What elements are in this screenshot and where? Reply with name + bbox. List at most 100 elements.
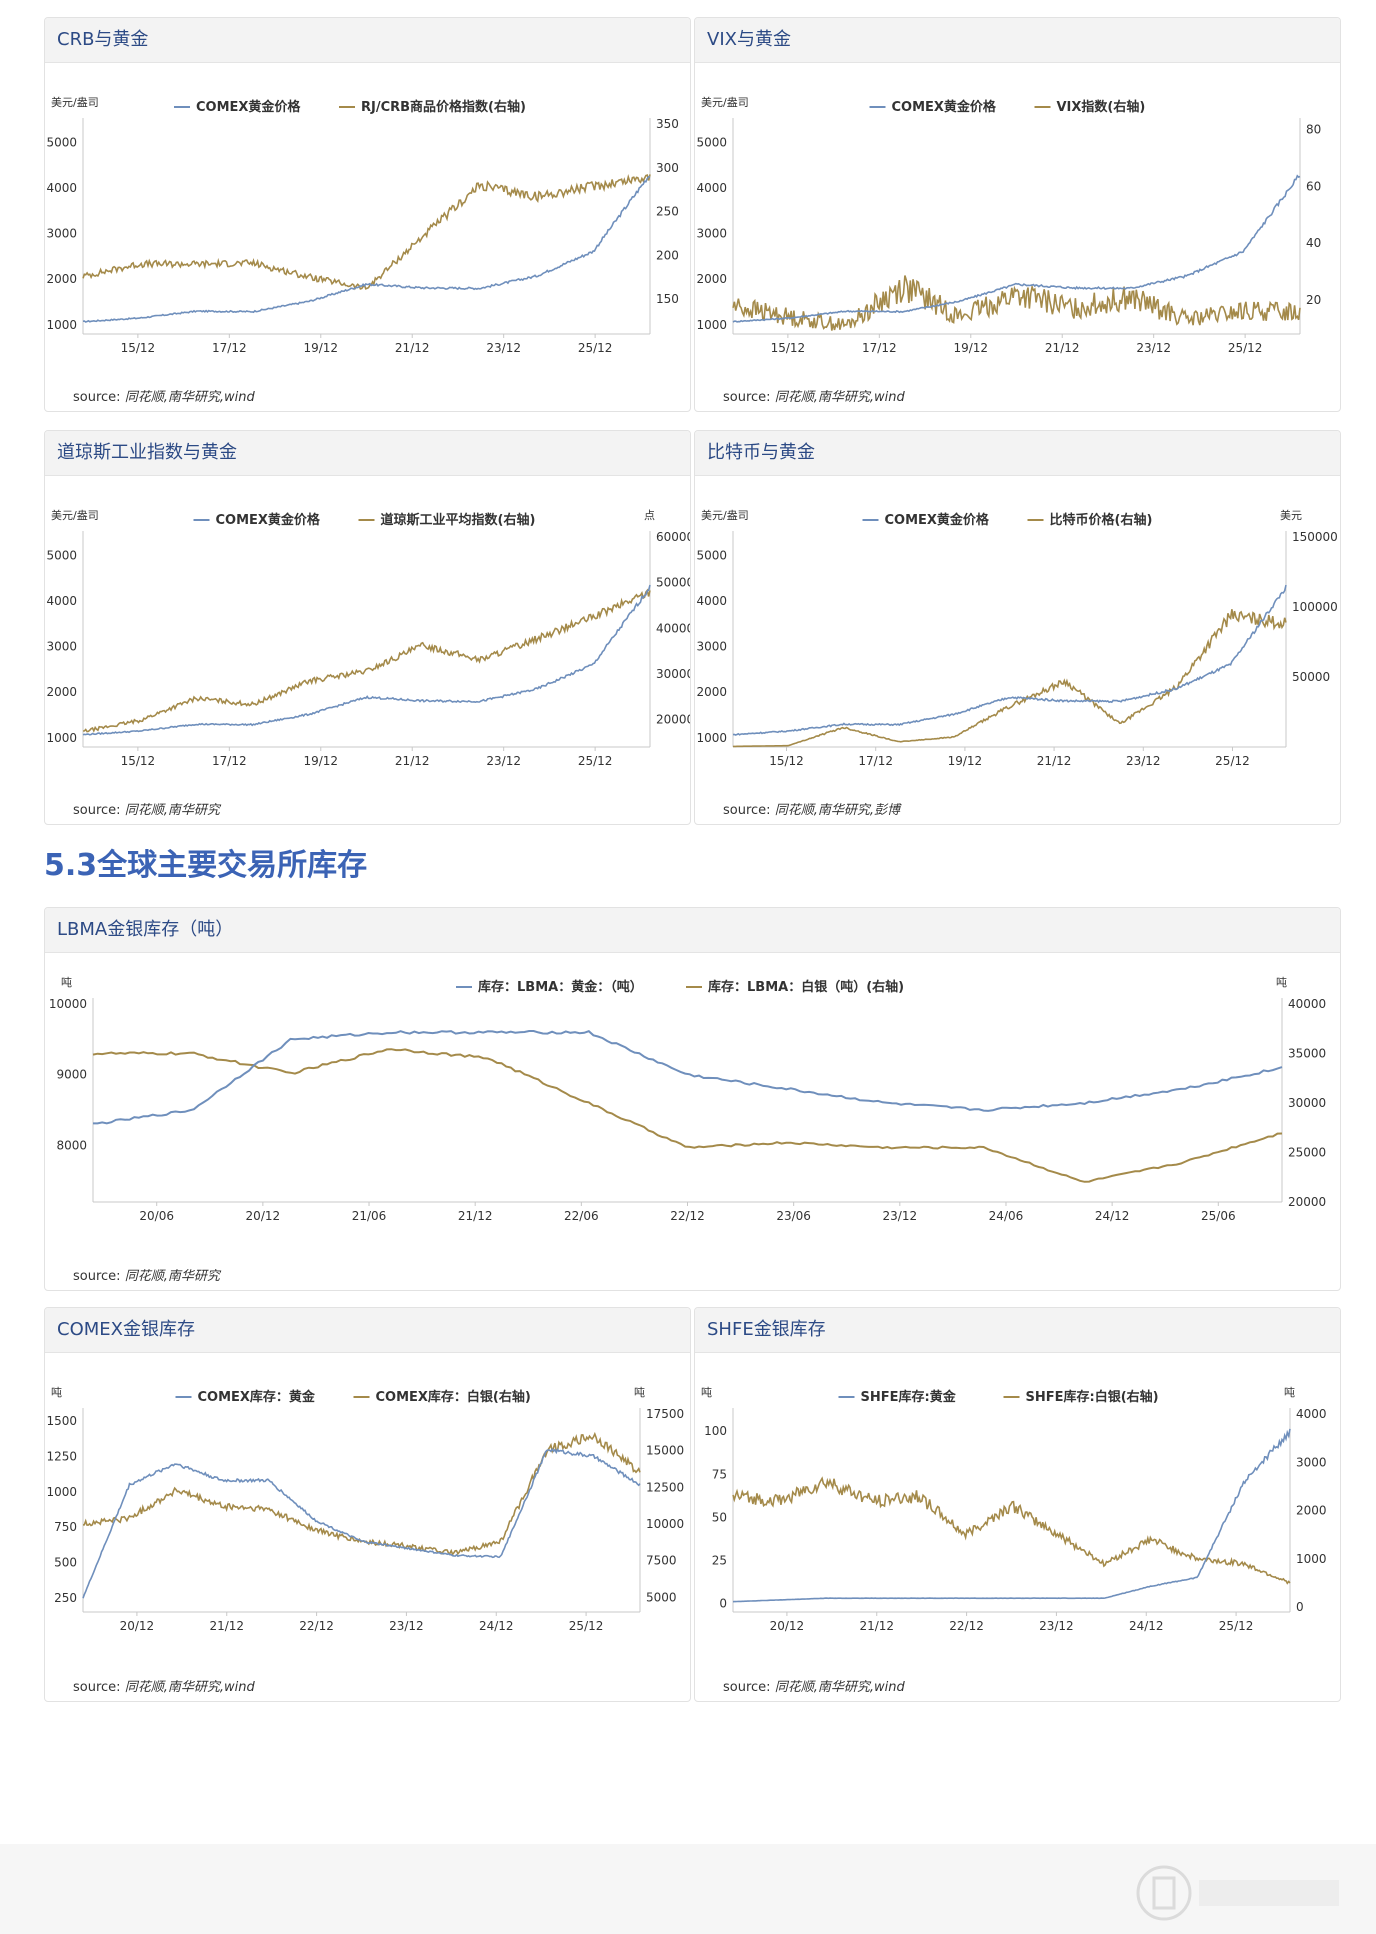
y-tick-left: 2000	[46, 685, 77, 699]
legend-label: 库存：LBMA：黄金：（吨）	[478, 979, 643, 995]
y-tick-left: 75	[712, 1467, 727, 1481]
x-tick-label: 23/12	[883, 1209, 918, 1223]
legend-label: COMEX库存：黄金	[198, 1389, 316, 1405]
panel-crb: CRB与黄金 美元/盎司 COMEX黄金价格 RJ/CRB商品价格指数(右轴) 100…	[44, 17, 691, 412]
y-tick-right: 4000	[1296, 1407, 1327, 1421]
y-tick-right: 100000	[1292, 600, 1338, 614]
x-tick-label: 25/06	[1201, 1209, 1236, 1223]
x-tick-label: 23/12	[389, 1619, 424, 1633]
x-tick-label: 21/12	[395, 341, 430, 355]
series-line-right	[92, 1048, 1283, 1183]
legend-label: SHFE库存:白银(右轴)	[1026, 1389, 1159, 1405]
right-unit-label: 吨	[1276, 976, 1287, 989]
y-tick-left: 3000	[46, 640, 77, 654]
y-tick-right: 12500	[646, 1480, 684, 1494]
x-tick-label: 23/12	[486, 341, 521, 355]
chart-dow: 美元/盎司 点 COMEX黄金价格 道琼斯工业平均指数(右轴) 1000 2000 3000…	[46, 508, 690, 768]
y-tick-right: 17500	[646, 1407, 684, 1421]
y-tick-left: 5000	[696, 548, 727, 562]
y-tick-right: 80	[1306, 123, 1321, 137]
y-tick-left: 4000	[46, 181, 77, 195]
source-line: source: 同花顺,南华研究,彭博	[723, 803, 900, 818]
y-tick-left: 3000	[46, 227, 77, 241]
x-tick-label: 23/12	[1039, 1619, 1074, 1633]
legend-label: VIX指数(右轴)	[1057, 99, 1146, 115]
source-text: 同花顺,南华研究,wind	[774, 1680, 905, 1695]
source-text: 同花顺,南华研究,wind	[774, 390, 905, 405]
x-tick-label: 17/12	[862, 341, 897, 355]
y-tick-right: 150000	[1292, 530, 1338, 544]
y-tick-left: 1000	[696, 318, 727, 332]
y-tick-left: 8000	[56, 1138, 87, 1152]
x-tick-label: 24/06	[989, 1209, 1024, 1223]
x-tick-label: 15/12	[769, 754, 804, 768]
y-tick-left: 5000	[696, 135, 727, 149]
x-tick-label: 19/12	[303, 341, 338, 355]
y-tick-right: 1000	[1296, 1552, 1327, 1566]
x-tick-label: 21/06	[352, 1209, 387, 1223]
y-tick-left: 3000	[696, 227, 727, 241]
legend-label: COMEX库存：白银(右轴)	[376, 1389, 531, 1405]
x-tick-label: 17/12	[212, 754, 247, 768]
y-tick-left: 25	[712, 1553, 727, 1567]
x-tick-label: 19/12	[953, 341, 988, 355]
x-tick-label: 15/12	[121, 341, 156, 355]
chart-lbma: 吨 吨 库存：LBMA：黄金：（吨） 库存：LBMA：白银（吨）(右轴) 8000 900…	[49, 976, 1326, 1223]
source-text: 同花顺,南华研究	[124, 1269, 220, 1284]
y-tick-right: 20000	[656, 713, 690, 727]
y-tick-right: 2000	[1296, 1504, 1327, 1518]
y-tick-right: 200	[656, 248, 679, 262]
right-unit-label: 美元	[1280, 509, 1302, 522]
y-tick-right: 40	[1306, 236, 1321, 250]
chart-comex: 吨 吨 COMEX库存：黄金 COMEX库存：白银(右轴) 250 500 750 1000 1…	[46, 1386, 684, 1633]
y-tick-left: 1000	[46, 731, 77, 745]
y-tick-left: 9000	[56, 1068, 87, 1082]
y-tick-left: 250	[54, 1591, 77, 1605]
legend-label: SHFE库存:黄金	[861, 1389, 957, 1405]
x-tick-label: 22/12	[949, 1619, 984, 1633]
legend-label: COMEX黄金价格	[196, 99, 301, 115]
source-line: source: 同花顺,南华研究,wind	[73, 1680, 255, 1695]
y-tick-right: 5000	[646, 1590, 677, 1604]
y-tick-left: 0	[719, 1596, 727, 1610]
legend-label: RJ/CRB商品价格指数(右轴)	[361, 99, 526, 115]
y-tick-left: 4000	[46, 594, 77, 608]
series-line-right	[732, 1476, 1291, 1585]
right-unit-label: 点	[644, 509, 655, 522]
y-tick-right: 20	[1306, 293, 1321, 307]
y-tick-left: 750	[54, 1520, 77, 1534]
source-line: source: 同花顺,南华研究	[73, 803, 220, 818]
x-tick-label: 25/12	[1215, 754, 1250, 768]
y-tick-right: 30000	[656, 667, 690, 681]
x-tick-label: 21/12	[395, 754, 430, 768]
x-tick-label: 17/12	[212, 341, 247, 355]
y-tick-right: 30000	[1288, 1096, 1326, 1110]
series-line-left	[82, 1447, 641, 1599]
y-tick-left: 1000	[46, 1485, 77, 1499]
y-tick-right: 250	[656, 205, 679, 219]
series-line-left	[82, 175, 651, 323]
series-line-left	[732, 1428, 1291, 1603]
panel-vix: VIX与黄金 美元/盎司 COMEX黄金价格 VIX指数(右轴) 1000 2000 30…	[694, 17, 1341, 412]
left-unit-label: 美元/盎司	[701, 95, 749, 109]
y-tick-right: 40000	[1288, 997, 1326, 1011]
y-tick-right: 15000	[646, 1444, 684, 1458]
x-tick-label: 22/12	[670, 1209, 705, 1223]
x-tick-label: 21/12	[859, 1619, 894, 1633]
legend-label: COMEX黄金价格	[216, 512, 321, 528]
y-tick-left: 1250	[46, 1449, 77, 1463]
y-tick-right: 0	[1296, 1600, 1304, 1614]
source-line: source: 同花顺,南华研究,wind	[723, 390, 905, 405]
x-tick-label: 24/12	[479, 1619, 514, 1633]
legend-label: COMEX黄金价格	[892, 99, 997, 115]
source-text: 同花顺,南华研究	[124, 803, 220, 818]
y-tick-left: 2000	[696, 685, 727, 699]
y-tick-right: 60	[1306, 179, 1321, 193]
source-text: 同花顺,南华研究,wind	[124, 390, 255, 405]
series-line-right	[733, 609, 1287, 748]
chart-shfe: 吨吨SHFE库存:黄金 SHFE库存:白银(右轴)0255075100010002…	[701, 1386, 1327, 1633]
source-text: 同花顺,南华研究,彭博	[774, 803, 900, 818]
source-text: 同花顺,南华研究,wind	[124, 1680, 255, 1695]
y-tick-left: 1000	[696, 731, 727, 745]
y-tick-left: 5000	[46, 135, 77, 149]
